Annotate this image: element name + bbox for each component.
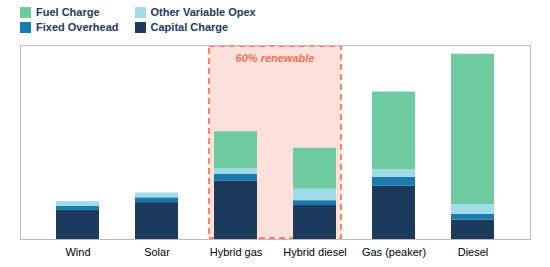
svg-text:Gas (peaker): Gas (peaker) (362, 246, 426, 258)
html-text:Fuel Charge: Fuel Charge (36, 6, 100, 18)
html-text:Capital Charge: Capital Charge (150, 21, 229, 33)
svg-text:Hybrid gas: Hybrid gas (210, 246, 263, 258)
html-text:Fixed Overhead: Fixed Overhead (36, 21, 119, 33)
svg-text:Diesel: Diesel (458, 246, 489, 258)
svg-text:60% renewable: 60% renewable (236, 52, 315, 64)
svg-text:Solar: Solar (144, 246, 170, 258)
html-text:Other Variable Opex: Other Variable Opex (150, 6, 256, 18)
svg-text:Hybrid diesel: Hybrid diesel (283, 246, 347, 258)
svg-text:Wind: Wind (65, 246, 90, 258)
